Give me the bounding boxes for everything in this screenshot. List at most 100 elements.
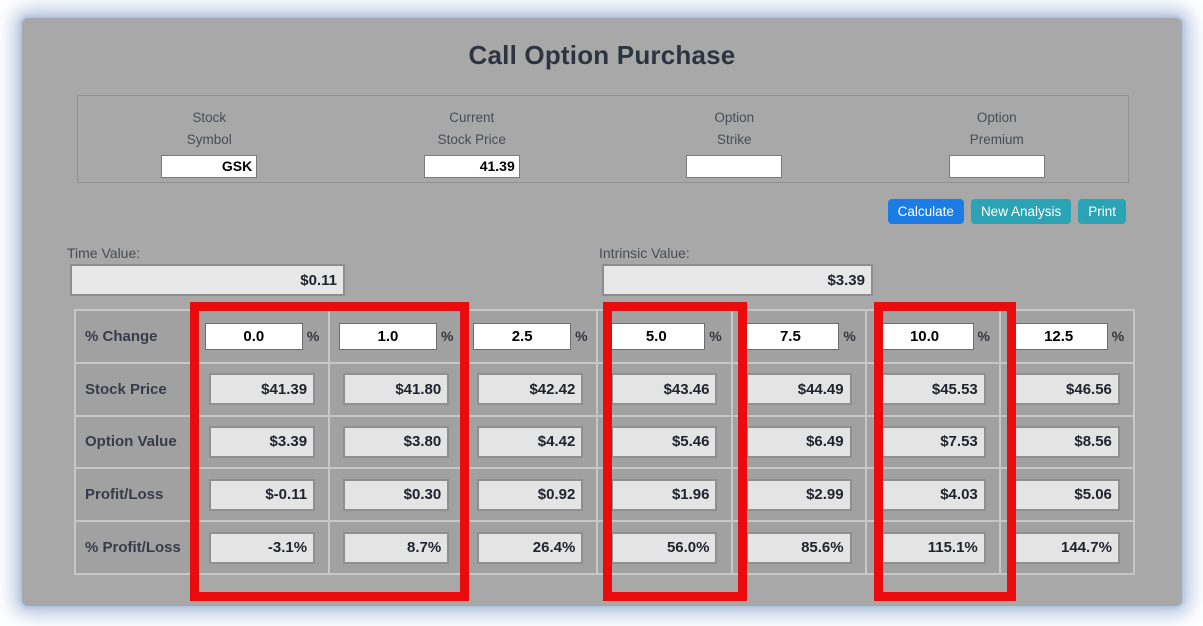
stock-price-cell (598, 363, 731, 415)
option-premium-input[interactable] (948, 154, 1045, 178)
stock-price-output-4 (745, 373, 852, 406)
stock-price-output-0 (209, 373, 316, 406)
option-value-output-6 (1013, 425, 1120, 458)
option-strike-field-group: Option Strike (603, 96, 866, 182)
percent-change-cell: % (866, 311, 999, 362)
print-button[interactable]: Print (1078, 199, 1126, 224)
percent-profit-loss-output-6 (1013, 531, 1120, 564)
percent-profit-loss-cell (464, 522, 597, 573)
option-value-cell (598, 416, 731, 468)
option-value-output-0 (209, 425, 316, 458)
stock-symbol-label: Stock Symbol (186, 110, 232, 148)
percent-change-cell: % (1000, 311, 1133, 362)
percent-profit-loss-row-label: % Profit/Loss (76, 522, 194, 573)
percent-profit-loss-output-4 (745, 531, 852, 564)
percent-profit-loss-output-1 (343, 531, 450, 564)
stock-price-output-1 (343, 373, 450, 406)
percent-change-input-6[interactable] (1009, 322, 1108, 350)
percent-change-input-3[interactable] (607, 322, 706, 350)
percent-profit-loss-output-0 (209, 531, 316, 564)
option-value-output-2 (477, 425, 584, 458)
percent-profit-loss-cell (866, 522, 999, 573)
profit-loss-row-label: Profit/Loss (76, 469, 194, 521)
option-value-output-3 (611, 425, 718, 458)
profit-loss-cell (598, 469, 731, 521)
percent-change-cell: % (732, 311, 865, 362)
profit-loss-cell (330, 469, 463, 521)
option-strike-input[interactable] (686, 154, 783, 178)
percent-change-input-5[interactable] (875, 322, 974, 350)
percent-suffix: % (306, 328, 320, 345)
option-strike-label: Option Strike (714, 110, 755, 148)
time-value-label: Time Value: (67, 245, 141, 261)
stock-price-cell (1000, 363, 1133, 415)
percent-suffix: % (977, 328, 990, 345)
stock-symbol-field-group: Stock Symbol (78, 96, 341, 182)
profit-loss-cell (866, 469, 999, 521)
percent-profit-loss-output-2 (477, 531, 584, 564)
profit-loss-output-4 (745, 478, 852, 511)
profit-loss-cell (1000, 469, 1133, 521)
percent-change-input-2[interactable] (473, 322, 572, 350)
percent-change-cell: % (464, 311, 597, 362)
stock-price-cell (866, 363, 999, 415)
scenario-table: % Change % % % % % % % Stock Price (74, 309, 1135, 575)
app-window: Call Option Purchase Stock Symbol Curren… (22, 18, 1182, 606)
percent-suffix: % (1111, 328, 1125, 345)
intrinsic-value-output (602, 264, 873, 296)
stock-price-cell (330, 363, 463, 415)
option-value-row-label: Option Value (76, 416, 194, 468)
profit-loss-cell (732, 469, 865, 521)
percent-change-input-1[interactable] (338, 322, 437, 350)
current-stock-price-field-group: Current Stock Price (341, 96, 604, 182)
profit-loss-output-3 (611, 478, 718, 511)
percent-suffix: % (440, 328, 454, 345)
time-value-output (70, 264, 345, 296)
stock-price-cell (732, 363, 865, 415)
percent-profit-loss-cell (196, 522, 329, 573)
percent-profit-loss-cell (732, 522, 865, 573)
percent-profit-loss-cell (330, 522, 463, 573)
page-title: Call Option Purchase (468, 40, 736, 70)
stock-price-cell (196, 363, 329, 415)
current-stock-price-input[interactable] (423, 154, 520, 178)
option-value-output-5 (879, 425, 986, 458)
percent-suffix: % (843, 328, 856, 345)
intrinsic-value-label: Intrinsic Value: (599, 245, 690, 261)
percent-change-cell: % (598, 311, 731, 362)
option-value-cell (866, 416, 999, 468)
percent-change-input-4[interactable] (741, 322, 840, 350)
percent-profit-loss-cell (598, 522, 731, 573)
stock-price-cell (464, 363, 597, 415)
stock-price-output-2 (477, 373, 584, 406)
new-analysis-button[interactable]: New Analysis (970, 199, 1072, 224)
option-value-cell (464, 416, 597, 468)
profit-loss-cell (464, 469, 597, 521)
option-premium-field-group: Option Premium (866, 96, 1129, 182)
calculate-button[interactable]: Calculate (887, 199, 964, 224)
profit-loss-cell (196, 469, 329, 521)
action-button-row: Calculate New Analysis Print (887, 199, 1126, 224)
percent-change-row-label: % Change (76, 311, 194, 362)
stock-price-output-3 (611, 373, 718, 406)
stock-symbol-input[interactable] (161, 154, 258, 178)
profit-loss-output-5 (879, 478, 986, 511)
percent-profit-loss-output-5 (879, 531, 986, 564)
profit-loss-output-1 (343, 478, 450, 511)
percent-suffix: % (709, 328, 722, 345)
percent-profit-loss-output-3 (611, 531, 718, 564)
option-value-cell (1000, 416, 1133, 468)
option-value-cell (196, 416, 329, 468)
current-stock-price-label: Current Stock Price (437, 110, 506, 148)
option-input-panel: Stock Symbol Current Stock Price Option … (77, 95, 1129, 183)
option-premium-label: Option Premium (969, 110, 1024, 148)
percent-change-cell: % (196, 311, 329, 362)
stock-price-output-5 (879, 373, 986, 406)
stock-price-row-label: Stock Price (76, 363, 194, 415)
stock-price-output-6 (1013, 373, 1120, 406)
percent-change-cell: % (330, 311, 463, 362)
percent-change-input-0[interactable] (204, 322, 303, 350)
option-value-cell (732, 416, 865, 468)
percent-profit-loss-cell (1000, 522, 1133, 573)
option-value-output-4 (745, 425, 852, 458)
